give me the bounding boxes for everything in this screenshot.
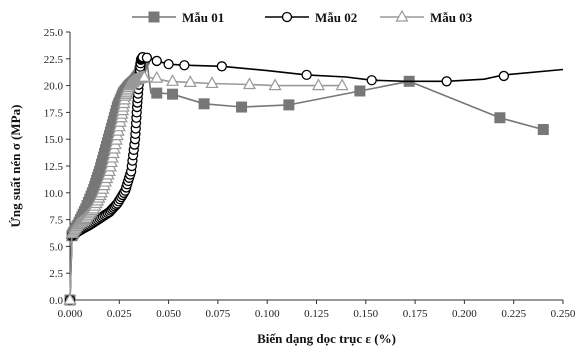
series-3-point <box>63 292 77 305</box>
series-2-point <box>179 60 190 71</box>
series-3-dense-marker <box>137 69 151 82</box>
legend-label: Mẫu 02 <box>315 10 357 25</box>
legend-marker <box>281 11 293 23</box>
y-tick-label: 12.5 <box>44 161 64 173</box>
series-3 <box>63 69 349 305</box>
series-3-point <box>150 70 164 83</box>
series-3-point <box>183 75 197 87</box>
x-axis-title: Biến dạng dọc trục ε (%) <box>257 331 396 346</box>
legend-marker <box>395 9 409 22</box>
series-3-point <box>311 78 325 91</box>
series-2-point <box>441 76 452 87</box>
legend-item-2: Mẫu 02 <box>265 10 357 25</box>
series-3-point <box>242 77 256 90</box>
series-3-point <box>205 76 219 89</box>
x-tick-label: 0.100 <box>255 308 280 320</box>
series-3-point <box>166 74 180 86</box>
x-tick-label: 0.075 <box>206 308 231 320</box>
y-tick-label: 22.5 <box>44 54 64 66</box>
legend-item-1: Mẫu 01 <box>132 10 224 25</box>
series-2-point <box>301 69 312 81</box>
series-2-point <box>163 59 174 70</box>
y-tick-label: 20.0 <box>44 81 64 93</box>
series-3-point <box>268 78 282 91</box>
x-tick-label: 0.050 <box>156 308 181 320</box>
series-1-point <box>283 99 295 111</box>
y-tick-label: 10.0 <box>44 188 64 200</box>
series-1-point <box>198 98 210 110</box>
x-tick-label: 0.175 <box>403 308 428 320</box>
y-tick-label: 17.5 <box>44 107 64 119</box>
x-tick-label: 0.125 <box>304 308 329 320</box>
series-2-line <box>69 55 564 301</box>
series-2-point <box>216 61 227 72</box>
series-1-point <box>236 101 248 113</box>
legend-marker <box>148 11 160 23</box>
x-tick-label: 0.200 <box>452 308 477 320</box>
series-2-point <box>141 52 153 63</box>
x-tick-label: 0.000 <box>58 308 83 320</box>
series-1-point <box>151 87 163 99</box>
series-1-point <box>354 85 366 97</box>
y-tick-label: 7.5 <box>49 215 63 227</box>
chart-legend: Mẫu 01 Mẫu 02 Mẫu 03 <box>132 9 473 25</box>
y-tick-labels: 0.0 2.5 5.0 7.5 10.0 12.5 15.0 17.5 20.0 22.5 25.0 <box>44 27 70 307</box>
y-tick-label: 2.5 <box>49 268 63 280</box>
legend-label: Mẫu 01 <box>182 10 224 25</box>
y-tick-label: 25.0 <box>44 27 64 39</box>
legend-label: Mẫu 03 <box>430 10 473 25</box>
series-layer <box>63 52 564 306</box>
series-1-point <box>537 124 549 136</box>
legend-item-3: Mẫu 03 <box>380 9 473 25</box>
y-axis-title: Ứng suất nén σ (MPa) <box>8 105 23 228</box>
series-3-point <box>335 78 349 91</box>
series-2 <box>64 52 564 306</box>
x-tick-label: 0.150 <box>353 308 378 320</box>
series-1-point <box>167 88 179 100</box>
series-2-point <box>151 55 162 67</box>
series-1-point <box>494 112 506 124</box>
y-tick-label: 15.0 <box>44 134 64 146</box>
x-tick-label: 0.225 <box>501 308 526 320</box>
plot-area: 0.000 0.025 0.050 0.075 0.100 0.125 0.150 0.175… <box>44 27 576 320</box>
series-2-point <box>498 70 509 82</box>
x-tick-label: 0.025 <box>107 308 132 320</box>
y-tick-label: 5.0 <box>49 241 63 253</box>
series-2-point <box>366 75 377 86</box>
x-tick-label: 0.250 <box>551 308 576 320</box>
y-tick-label: 0.0 <box>49 295 63 307</box>
x-tick-labels: 0.000 0.025 0.050 0.075 0.100 0.125 0.150 0.175… <box>58 300 576 320</box>
